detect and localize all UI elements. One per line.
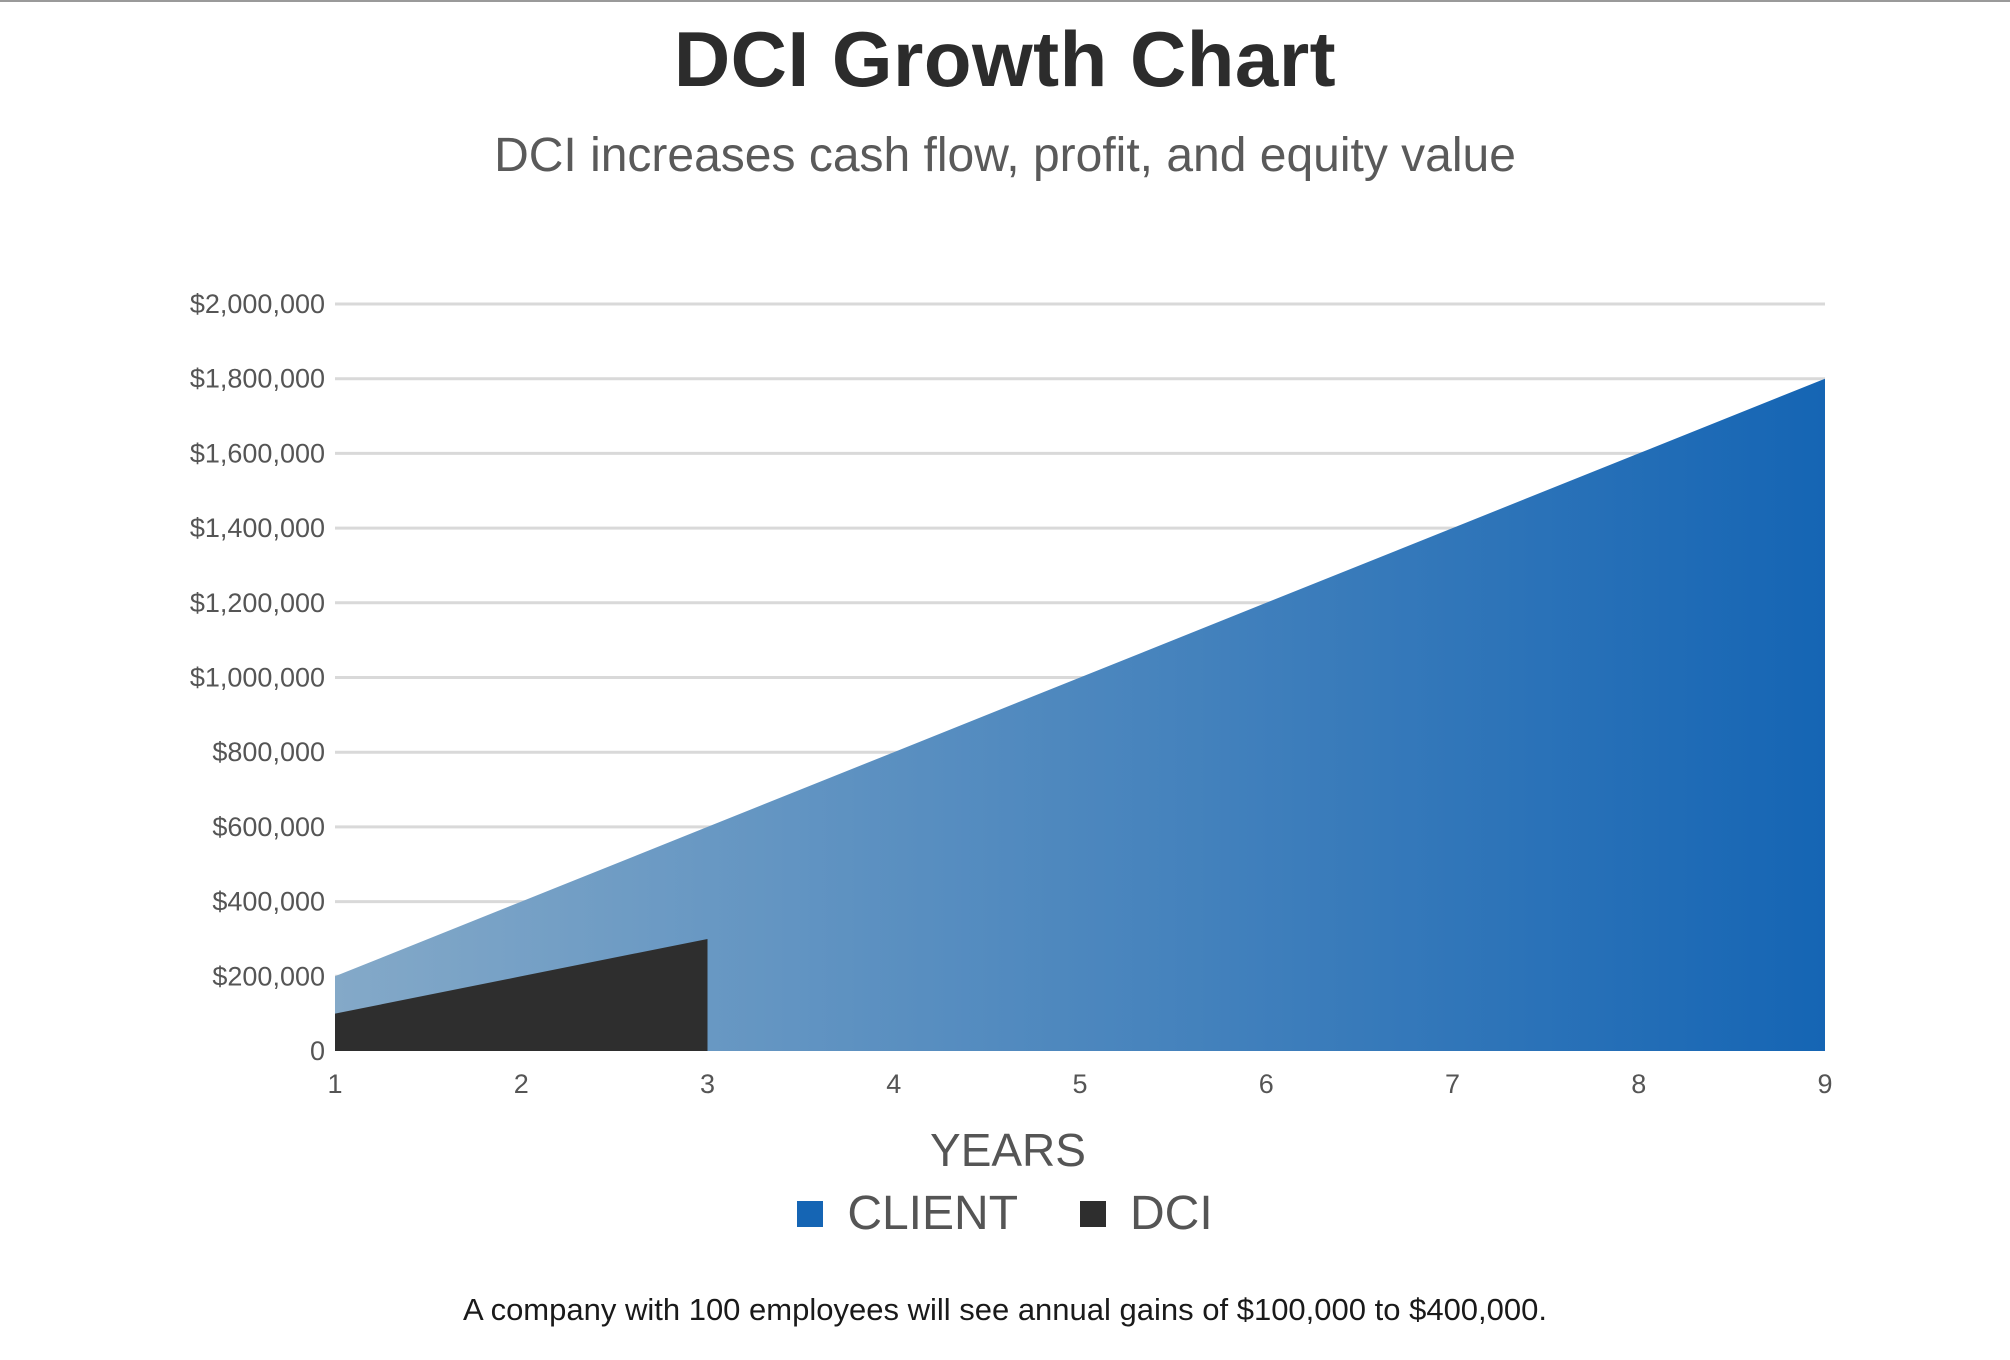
x-axis-title: YEARS xyxy=(930,1124,1086,1176)
data-point-dci xyxy=(333,1012,337,1016)
data-point-dci xyxy=(706,937,710,941)
legend-swatch-dci xyxy=(1080,1200,1107,1227)
data-point-client xyxy=(706,825,710,829)
y-tick-label: $200,000 xyxy=(212,961,325,991)
x-tick-label: 7 xyxy=(1445,1069,1460,1099)
series-area-client xyxy=(335,378,1825,1051)
legend-item-client: CLIENT xyxy=(797,1186,1018,1241)
x-tick-label: 3 xyxy=(700,1069,715,1099)
data-point-client xyxy=(333,974,337,978)
series-area-dci xyxy=(335,938,708,1051)
data-point-client xyxy=(1078,676,1082,680)
legend-swatch-client xyxy=(797,1200,824,1227)
x-tick-label: 1 xyxy=(327,1069,342,1099)
y-tick-label: $1,200,000 xyxy=(190,588,325,618)
x-tick-label: 8 xyxy=(1631,1069,1646,1099)
y-tick-label: $800,000 xyxy=(212,737,325,767)
x-axis-ticks: 1 2 3 4 5 6 7 8 9 xyxy=(327,1069,1832,1099)
x-tick-label: 6 xyxy=(1259,1069,1274,1099)
y-tick-label: $1,800,000 xyxy=(190,364,325,394)
data-point-dci xyxy=(519,974,523,978)
data-point-client xyxy=(1451,526,1455,530)
y-tick-label: $400,000 xyxy=(212,887,325,917)
chart-title: DCI Growth Chart xyxy=(673,15,1337,103)
legend-label-dci: DCI xyxy=(1130,1187,1213,1240)
data-point-client xyxy=(892,750,896,754)
legend: CLIENT DCI xyxy=(0,1186,2010,1241)
chart-subtitle: DCI increases cash flow, profit, and equ… xyxy=(494,129,1516,182)
x-tick-label: 4 xyxy=(886,1069,901,1099)
x-tick-label: 9 xyxy=(1817,1069,1832,1099)
x-tick-label: 5 xyxy=(1072,1069,1087,1099)
y-tick-label: 0 xyxy=(310,1036,325,1066)
x-tick-label: 2 xyxy=(514,1069,529,1099)
y-axis-ticks: 0 $200,000 $400,000 $600,000 $800,000 $1,000,… xyxy=(190,289,325,1066)
top-rule xyxy=(0,0,2010,2)
y-tick-label: $1,400,000 xyxy=(190,513,325,543)
data-point-client xyxy=(519,900,523,904)
legend-item-dci: DCI xyxy=(1080,1186,1213,1241)
data-point-client xyxy=(1823,377,1827,381)
y-tick-label: $1,000,000 xyxy=(190,663,325,693)
legend-label-client: CLIENT xyxy=(847,1187,1019,1240)
data-point-client xyxy=(1637,451,1641,455)
data-point-client xyxy=(1264,601,1268,605)
footnote: A company with 100 employees will see an… xyxy=(462,1292,1548,1327)
y-tick-label: $2,000,000 xyxy=(190,289,325,319)
series-areas xyxy=(333,377,1827,1051)
y-tick-label: $600,000 xyxy=(212,812,325,842)
y-tick-label: $1,600,000 xyxy=(190,438,325,468)
